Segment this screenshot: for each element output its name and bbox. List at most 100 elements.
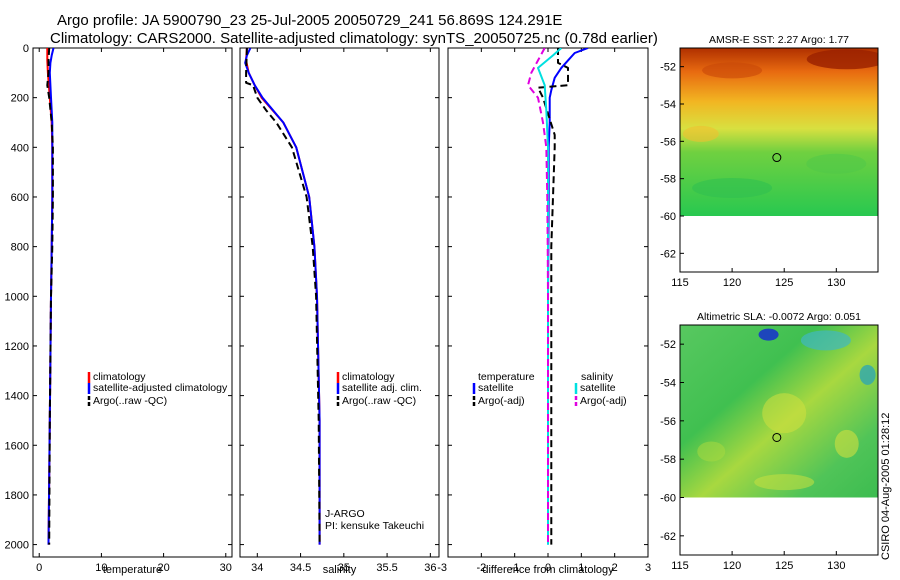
difference-xtick-label: 3 (645, 562, 651, 574)
salinity-series-line (245, 48, 321, 545)
sla_map-ytick-label: -54 (660, 378, 676, 390)
sla_map-frame (679, 324, 879, 556)
salinity-legend-2-label: Argo(..raw -QC) (342, 395, 416, 407)
sst_map-ytick-label: -60 (660, 211, 676, 223)
salinity-frame (239, 47, 440, 558)
sst_map-xtick-label: 125 (775, 277, 793, 289)
salinity-series-group (244, 48, 321, 545)
difference-series-line (547, 48, 589, 545)
sla_map-field-patch (859, 364, 876, 385)
difference-legend-1-label: satellite (478, 382, 514, 394)
sst_map-argo-marker (772, 153, 782, 163)
sla_map-xtick-label: 125 (775, 560, 793, 572)
salinity-xtick-label: 34 (251, 562, 263, 574)
salinity-legend-1-label: satellite adj. clim. (342, 382, 422, 394)
sst_map-frame (679, 47, 879, 273)
sla_map-xtick-label: 130 (827, 560, 845, 572)
sla_map-title: Altimetric SLA: -0.0072 Argo: 0.051 (697, 311, 861, 323)
sla_map-ytick-label: -52 (660, 339, 676, 351)
sst_map-title: AMSR-E SST: 2.27 Argo: 1.77 (709, 34, 849, 46)
difference-series-line (537, 48, 562, 545)
temperature-xtick-label: 0 (36, 562, 42, 574)
salinity-annotation-pi: PI: kensuke Takeuchi (325, 520, 424, 532)
difference-legend-5-label: Argo(-adj) (580, 395, 627, 407)
difference-xtick-label: 2 (612, 562, 618, 574)
difference-xtick-label: 0 (545, 562, 551, 574)
temperature-ytick-label: 1400 (5, 391, 29, 403)
difference-xtick-label: -3 (437, 562, 447, 574)
sla_map-field-patch (834, 429, 859, 458)
difference-xtick-label: -1 (510, 562, 520, 574)
temperature-series-group (46, 48, 55, 545)
salinity-legend-0-label: climatology (342, 371, 395, 383)
sst_map-xtick-label: 130 (827, 277, 845, 289)
difference-xtick-label: 1 (578, 562, 584, 574)
temperature-legend-1-label: satellite-adjusted climatology (93, 382, 228, 394)
salinity-xtick-label: 35.5 (376, 562, 397, 574)
difference-series-line (527, 48, 549, 545)
temperature-xtick-label: 20 (157, 562, 169, 574)
sla_map-argo-marker (772, 432, 782, 442)
salinity-series-line (244, 48, 321, 545)
sst_map-field-patch (682, 125, 719, 142)
salinity-xtick-label: 34.5 (290, 562, 311, 574)
sst_map-field-group (680, 48, 878, 219)
temperature-ytick-label: 400 (11, 142, 29, 154)
figure-title-line2: Climatology: CARS2000. Satellite-adjuste… (50, 30, 658, 47)
temperature-ytick-label: 1600 (5, 440, 29, 452)
salinity-xtick-label: 35 (338, 562, 350, 574)
difference-legend-0: temperature (478, 371, 535, 383)
difference-xtick-label: -2 (476, 562, 486, 574)
difference-legend-2-label: Argo(-adj) (478, 395, 525, 407)
sla_map-ytick-label: -58 (660, 454, 676, 466)
credit-timestamp: CSIRO 04-Aug-2005 01:28:12 (880, 412, 892, 560)
difference-series-group (527, 48, 589, 545)
temperature-legend-0-label: climatology (93, 371, 146, 383)
sst_map-ytick-label: -62 (660, 248, 676, 260)
salinity-xtick-label: 36 (424, 562, 436, 574)
sst_map-nodata (680, 216, 878, 219)
temperature-ytick-label: 2000 (5, 540, 29, 552)
sst_map-field-patch (692, 178, 773, 198)
sst_map-xtick-label: 120 (723, 277, 741, 289)
sst_map-ytick-label: -58 (660, 174, 676, 186)
sla_map-xtick-label: 115 (671, 560, 689, 572)
temperature-ytick-label: 0 (23, 43, 29, 55)
sla_map-field-patch (762, 393, 807, 434)
sst_map-field-patch (806, 49, 878, 70)
sla_map-ytick-label: -62 (660, 531, 676, 543)
temperature-ytick-label: 1200 (5, 341, 29, 353)
temperature-frame (32, 47, 233, 558)
sla_map-ytick-label: -56 (660, 416, 676, 428)
sla_map-xtick-label: 120 (723, 560, 741, 572)
temperature-xtick-label: 30 (220, 562, 232, 574)
temperature-legend-2-label: Argo(..raw -QC) (93, 395, 167, 407)
temperature-ytick-label: 600 (11, 192, 29, 204)
sst_map-ytick-label: -56 (660, 136, 676, 148)
difference-legend-3: salinity (581, 371, 614, 383)
sst_map-ytick-label: -52 (660, 62, 676, 74)
difference-xlabel: difference from climatology (482, 564, 614, 576)
temperature-xlabel: temperature (103, 564, 162, 576)
temperature-ytick-label: 800 (11, 242, 29, 254)
sst_map-ytick-label: -54 (660, 99, 676, 111)
sla_map-ytick-label: -60 (660, 493, 676, 505)
sla_map-field-patch (754, 474, 815, 491)
sla_map-field-patch (800, 330, 851, 351)
sla_map-field-patch (758, 328, 779, 341)
sst_map-field-patch (702, 62, 763, 79)
temperature-ytick-label: 1000 (5, 291, 29, 303)
temperature-ytick-label: 200 (11, 93, 29, 105)
sst_map-xtick-label: 115 (671, 277, 689, 289)
salinity-annotation-program: J-ARGO (325, 508, 365, 520)
salinity-xlabel: salinity (323, 564, 357, 576)
sla_map-field-group (680, 325, 878, 502)
sst_map-field-patch (806, 153, 867, 174)
temperature-xtick-label: 10 (95, 562, 107, 574)
difference-legend-4-label: satellite (580, 382, 616, 394)
temperature-series-line (46, 48, 54, 545)
figure-title-line1: Argo profile: JA 5900790_23 25-Jul-2005 … (57, 12, 563, 29)
difference-series-line (537, 48, 569, 545)
temperature-ytick-label: 1800 (5, 490, 29, 502)
